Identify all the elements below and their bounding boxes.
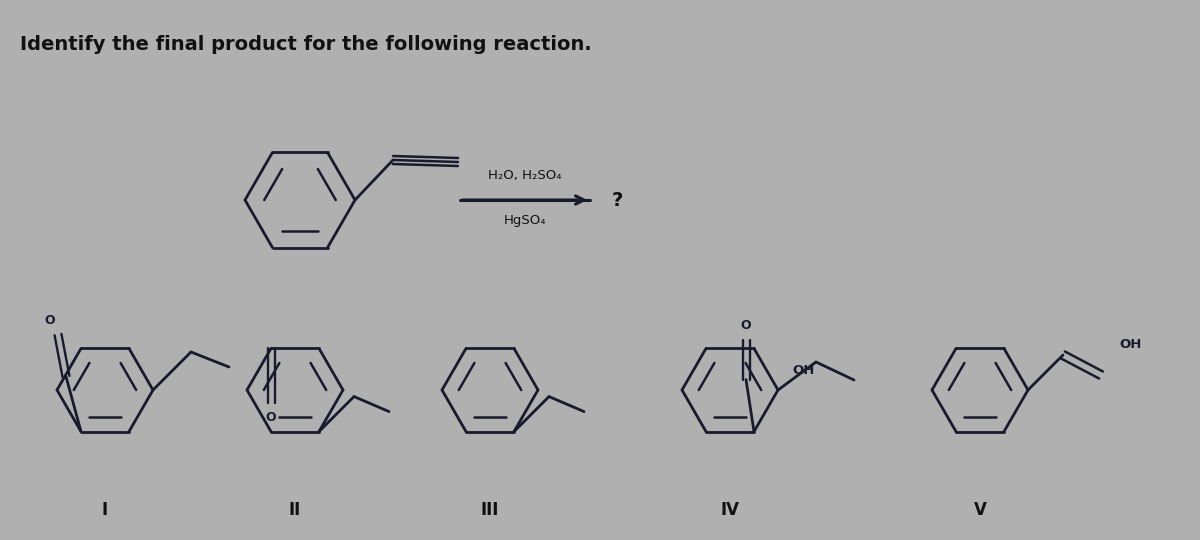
Text: I: I — [102, 501, 108, 519]
Text: V: V — [973, 501, 986, 519]
Text: O: O — [740, 319, 751, 332]
Text: OH: OH — [793, 364, 815, 377]
Text: II: II — [289, 501, 301, 519]
Text: III: III — [481, 501, 499, 519]
Text: Identify the final product for the following reaction.: Identify the final product for the follo… — [20, 35, 592, 54]
Text: HgSO₄: HgSO₄ — [504, 214, 546, 227]
Text: IV: IV — [720, 501, 739, 519]
Text: H₂O, H₂SO₄: H₂O, H₂SO₄ — [488, 169, 562, 182]
Text: ?: ? — [612, 191, 623, 210]
Text: O: O — [44, 314, 55, 327]
Text: O: O — [265, 411, 276, 424]
Text: OH: OH — [1120, 339, 1142, 352]
